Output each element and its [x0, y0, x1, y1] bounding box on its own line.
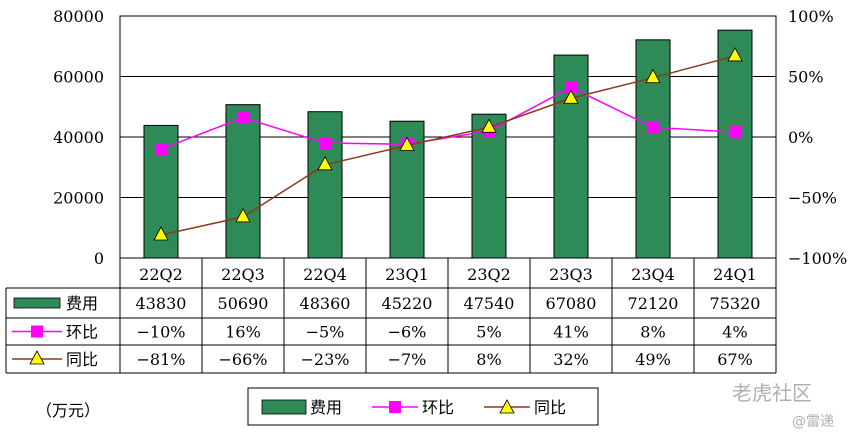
bar-series: [143, 29, 753, 259]
right-axis-tick-label: −50%: [788, 189, 837, 208]
table-value: −66%: [219, 350, 268, 369]
marker-yoy: [235, 208, 251, 223]
line-yoy: [160, 55, 736, 236]
table-value: 32%: [553, 350, 589, 369]
table-value: 49%: [635, 350, 671, 369]
table-value: −10%: [137, 323, 186, 342]
table-value: 48360: [300, 294, 351, 313]
table-value: 8%: [476, 350, 501, 369]
bar-expense: [717, 29, 753, 259]
x-axis-category-label: 23Q1: [385, 265, 429, 284]
legend-label-qoq: 环比: [422, 398, 454, 417]
table-value: 43830: [136, 294, 187, 313]
bar-expense: [225, 104, 261, 259]
legend-marker-yoy: [499, 399, 515, 414]
left-axis-tick-label: 40000: [53, 128, 104, 147]
x-axis-category-label: 22Q3: [221, 265, 265, 284]
watermark-user: @雷递: [792, 414, 834, 430]
table-value: 67%: [717, 350, 753, 369]
marker-qoq: [155, 143, 167, 156]
table-value: 50690: [218, 294, 269, 313]
marker-qoq: [237, 111, 249, 124]
marker-yoy: [645, 68, 661, 84]
marker-qoq: [729, 126, 741, 139]
legend: 费用 环比 同比: [247, 387, 599, 426]
table-key-yoy-marker: [29, 350, 45, 365]
table-value: −6%: [388, 323, 427, 342]
left-axis-ticks: 0 20000 40000 60000 80000: [53, 7, 104, 268]
marker-qoq: [319, 137, 331, 150]
table-value: 47540: [464, 294, 515, 313]
table-series-name: 费用: [66, 294, 98, 313]
marker-qoq: [565, 81, 577, 94]
table-series-name: 环比: [66, 323, 98, 342]
x-axis-category-label: 22Q4: [303, 265, 347, 284]
table-value: 67080: [546, 294, 597, 313]
x-axis-category-label: 23Q4: [631, 265, 675, 284]
table-key-qoq-marker: [31, 325, 43, 338]
marker-yoy: [317, 155, 333, 171]
right-axis-tick-label: 50%: [788, 68, 824, 87]
table-value: 5%: [476, 323, 501, 342]
table-value: −23%: [301, 350, 350, 369]
marker-qoq: [647, 121, 659, 134]
table-value: 72120: [628, 294, 679, 313]
x-axis-category-label: 24Q1: [713, 265, 757, 284]
table-value: 75320: [710, 294, 761, 313]
bar-expense: [471, 113, 507, 259]
bar-expense: [307, 111, 343, 259]
marker-yoy: [399, 136, 415, 151]
unit-label: （万元）: [36, 401, 100, 420]
legend-marker-qoq: [389, 401, 401, 413]
table-value: 41%: [553, 323, 589, 342]
watermark: 老虎社区 @雷递: [732, 381, 834, 430]
line-qoq: [160, 86, 736, 150]
left-axis-tick-label: 0: [94, 249, 104, 268]
marker-yoy: [153, 226, 169, 241]
table-value: 16%: [225, 323, 261, 342]
table-value: 8%: [640, 323, 665, 342]
legend-label-expense: 费用: [310, 398, 342, 417]
right-axis-tick-label: 100%: [788, 7, 834, 26]
table-series-name: 同比: [66, 350, 98, 369]
left-axis-tick-label: 80000: [53, 7, 104, 26]
x-axis-category-label: 22Q2: [139, 265, 183, 284]
legend-bar-swatch: [261, 399, 307, 415]
table-value: 45220: [382, 294, 433, 313]
line-series: [153, 47, 743, 241]
table-value: −5%: [306, 323, 345, 342]
right-axis-tick-label: −100%: [788, 249, 847, 268]
left-axis-tick-label: 20000: [53, 189, 104, 208]
legend-label-yoy: 同比: [534, 398, 566, 417]
left-axis-tick-label: 60000: [53, 68, 104, 87]
right-axis-tick-label: 0%: [788, 128, 813, 147]
table-key-expense: [13, 297, 61, 309]
x-axis-category-label: 23Q2: [467, 265, 511, 284]
marker-yoy: [481, 118, 497, 133]
table-value: 4%: [722, 323, 747, 342]
table-value: −7%: [388, 350, 427, 369]
table-value: −81%: [137, 350, 186, 369]
marker-yoy: [727, 47, 743, 62]
marker-yoy: [563, 89, 579, 104]
right-axis-ticks: −100% −50% 0% 50% 100%: [788, 7, 847, 268]
x-axis-category-label: 23Q3: [549, 265, 593, 284]
watermark-brand: 老虎社区: [732, 381, 812, 405]
